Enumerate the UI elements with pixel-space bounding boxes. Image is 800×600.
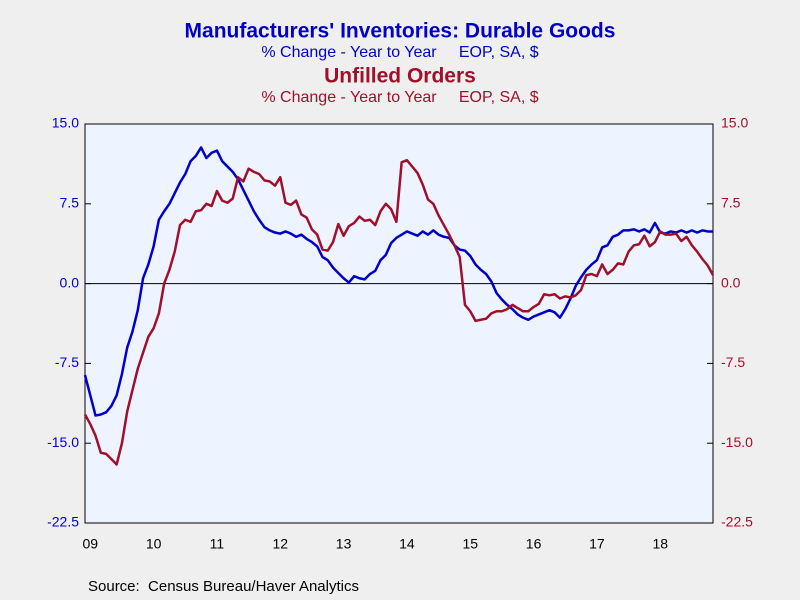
- y-tick-label: -7.5: [55, 354, 79, 370]
- x-tick-label: 13: [336, 536, 352, 552]
- y2-tick-label: 15.0: [721, 115, 748, 131]
- y-tick-label: 0.0: [60, 274, 80, 290]
- x-tick-label: 09: [82, 536, 98, 552]
- y2-tick-label: 7.5: [721, 195, 741, 211]
- y2-tick-label: -15.0: [721, 434, 753, 450]
- x-tick-label: 16: [526, 536, 542, 552]
- x-tick-label: 14: [399, 536, 415, 552]
- chart-subtitle-2: % Change - Year to Year EOP, SA, $: [261, 89, 538, 106]
- x-tick-label: 11: [210, 536, 225, 552]
- x-tick-label: 17: [589, 536, 605, 552]
- x-tick-label: 12: [272, 536, 288, 552]
- y-tick-label: 7.5: [60, 195, 80, 211]
- x-tick-label: 10: [146, 536, 162, 552]
- y2-tick-label: -7.5: [721, 354, 745, 370]
- chart-subtitle: % Change - Year to Year EOP, SA, $: [261, 44, 538, 61]
- y2-tick-label: 0.0: [721, 274, 741, 290]
- source-note: Source: Census Bureau/Haver Analytics: [88, 578, 359, 595]
- x-tick-label: 18: [652, 536, 668, 552]
- x-tick-label: 15: [462, 536, 478, 552]
- y-tick-label: 15.0: [52, 115, 79, 131]
- y2-tick-label: -22.5: [721, 514, 753, 530]
- chart-title-2: Unfilled Orders: [324, 65, 476, 88]
- series-line: [83, 158, 715, 466]
- y-tick-label: -22.5: [47, 514, 79, 530]
- y-tick-label: -15.0: [47, 434, 79, 450]
- chart-title: Manufacturers' Inventories: Durable Good…: [185, 20, 616, 43]
- series-line: [83, 146, 713, 417]
